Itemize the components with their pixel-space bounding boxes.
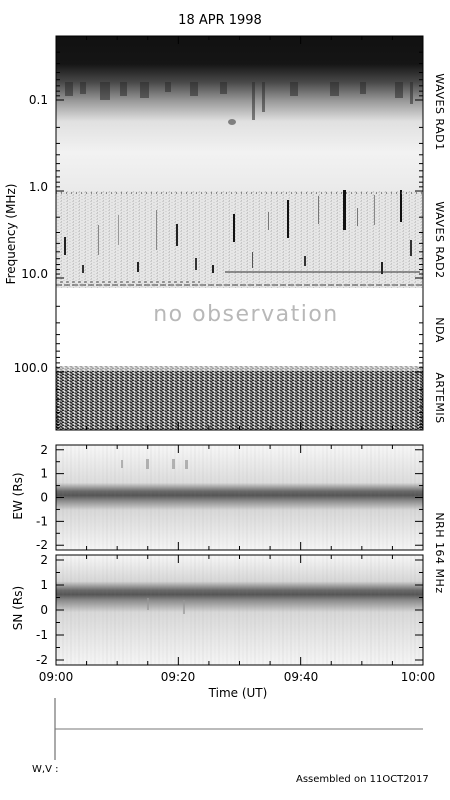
- rad2-burst: [82, 265, 84, 273]
- nrh-feature: [183, 600, 185, 614]
- rad2-burst: [252, 252, 253, 268]
- rad2-burst: [374, 195, 375, 225]
- nda-band: [56, 288, 423, 366]
- sn-heatmap: [56, 555, 423, 665]
- label-artemis: ARTEMIS: [433, 372, 446, 423]
- x-tick-0940: 09:40: [284, 670, 319, 684]
- label-waves-rad2: WAVES RAD2: [433, 201, 446, 278]
- rad2-burst: [176, 224, 178, 246]
- nrh-feature: [121, 460, 123, 468]
- rad2-burst: [357, 208, 358, 226]
- y-tick-10.0: 10.0: [21, 267, 48, 281]
- nrh-ytick-label: 2: [40, 443, 48, 457]
- rad1-band: [56, 36, 423, 191]
- rad2-burst: [268, 212, 269, 230]
- ew-ylabel: EW (Rs): [11, 472, 25, 519]
- nrh-ytick-label: 0: [40, 603, 48, 617]
- rad2-burst: [233, 214, 235, 242]
- y-tick-1.0: 1.0: [29, 180, 48, 194]
- nrh-sn-panel: 2 1 0 -1 -2 SN (Rs): [11, 553, 424, 667]
- x-tick-0920: 09:20: [161, 670, 196, 684]
- rad1-streak: [65, 82, 73, 96]
- rad1-streak: [252, 82, 255, 120]
- figure-title: 18 APR 1998: [178, 13, 262, 28]
- no-observation-label: no observation: [153, 302, 339, 327]
- y-tick-100.0: 100.0: [14, 361, 48, 375]
- rad1-streak: [410, 82, 413, 104]
- rad1-streak: [290, 82, 298, 96]
- rad2-bursts: [60, 190, 420, 283]
- nrh-feature: [146, 459, 149, 469]
- sn-ticks: 2 1 0 -1 -2: [36, 553, 424, 667]
- ew-ticks: 2 1 0 -1 -2: [36, 443, 424, 552]
- rad2-band: [56, 191, 423, 288]
- rad1-streak: [190, 82, 198, 96]
- nrh-ytick-label: -2: [36, 653, 48, 667]
- nrh-ytick-label: -1: [36, 628, 48, 642]
- rad1-streak: [330, 82, 339, 96]
- rad2-burst: [343, 190, 346, 230]
- rad1-streak: [262, 82, 265, 112]
- rad1-streak: [395, 82, 403, 98]
- rad1-streak: [360, 82, 366, 94]
- nrh-feature: [147, 598, 149, 610]
- label-nrh-164: NRH 164 MHz: [433, 512, 446, 593]
- x-axis-title: Time (UT): [208, 686, 268, 700]
- label-waves-rad1: WAVES RAD1: [433, 73, 446, 150]
- spectrum-ticks: [55, 35, 424, 430]
- rad2-burst: [400, 190, 402, 222]
- ew-heatmap: [56, 445, 423, 550]
- rad1-streak: [120, 82, 127, 96]
- label-nda: NDA: [433, 317, 446, 343]
- rad2-burst: [195, 258, 197, 270]
- x-tick-0900: 09:00: [39, 670, 74, 684]
- rad2-burst: [137, 262, 139, 272]
- nrh-ytick-label: -2: [36, 538, 48, 552]
- rad2-burst: [64, 237, 66, 255]
- nrh-ytick-label: -1: [36, 514, 48, 528]
- artemis-band: [56, 366, 423, 430]
- x-tick-1000: 10:00: [401, 670, 436, 684]
- rad2-burst: [381, 262, 383, 274]
- rad1-streak: [165, 82, 171, 92]
- y-tick-0.1: 0.1: [29, 93, 48, 107]
- rad1-streak: [140, 82, 149, 98]
- rad2-burst: [156, 210, 157, 250]
- rad2-burst: [118, 215, 119, 245]
- time-axis: 09:00 09:20 09:40 10:00 Time (UT): [39, 670, 436, 700]
- rad1-streak: [100, 82, 110, 100]
- assembled-note: Assembled on 11OCT2017: [296, 774, 429, 785]
- rad1-streak: [220, 82, 227, 94]
- wv-label: W,V :: [32, 764, 58, 775]
- rad2-burst: [98, 225, 99, 255]
- rad2-burst: [318, 196, 319, 224]
- rad1-streaks: [65, 82, 413, 125]
- rad2-burst: [410, 240, 412, 256]
- nrh-feature: [172, 459, 175, 469]
- wv-strip: W,V :: [32, 698, 423, 775]
- rad2-burst: [287, 200, 289, 238]
- rad1-spot: [228, 119, 236, 125]
- nrh-ew-panel: 2 1 0 -1 -2 EW (Rs): [11, 443, 424, 552]
- ew-stripes: [58, 445, 420, 550]
- nrh-ytick-label: 2: [40, 553, 48, 567]
- sn-ylabel: SN (Rs): [11, 586, 25, 630]
- sn-stripes: [58, 555, 420, 665]
- nrh-feature: [185, 460, 188, 469]
- spectrum-ylabel: Frequency (MHz): [4, 184, 18, 285]
- nrh-ytick-label: 1: [40, 578, 48, 592]
- nrh-ytick-label: 0: [40, 491, 48, 505]
- rad1-streak: [80, 82, 86, 94]
- rad2-burst: [212, 265, 214, 273]
- nrh-ytick-label: 1: [40, 467, 48, 481]
- dynamic-spectrum-panel: no observation 0.1 1.0 10.0 100.0 Freque…: [4, 35, 446, 431]
- rad2-burst: [304, 256, 306, 266]
